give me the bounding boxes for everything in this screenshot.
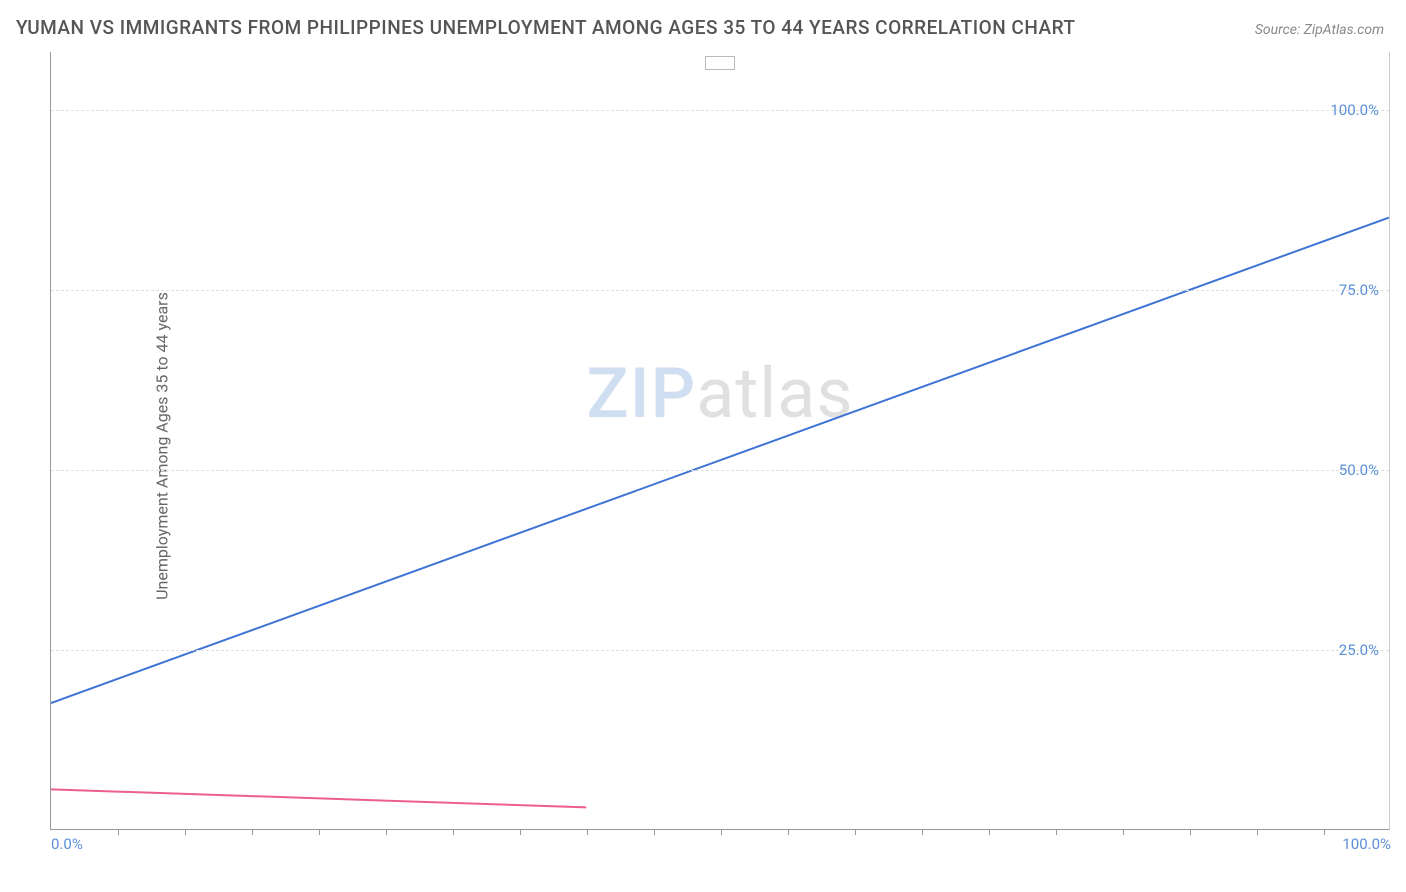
y-tick-label: 25.0%: [1339, 641, 1379, 659]
x-tick: [788, 829, 789, 835]
trend-line: [51, 789, 586, 807]
x-tick: [654, 829, 655, 835]
x-tick: [855, 829, 856, 835]
x-tick: [386, 829, 387, 835]
gridline-h: [51, 290, 1389, 291]
x-tick: [587, 829, 588, 835]
x-tick: [520, 829, 521, 835]
x-tick: [185, 829, 186, 835]
plot-area: ZIPatlas 25.0%50.0%75.0%100.0%0.0%100.0%: [50, 52, 1390, 830]
x-tick: [1190, 829, 1191, 835]
gridline-h: [51, 110, 1389, 111]
chart-title: YUMAN VS IMMIGRANTS FROM PHILIPPINES UNE…: [16, 16, 1075, 39]
x-tick: [319, 829, 320, 835]
x-tick-label: 100.0%: [1342, 835, 1391, 853]
y-tick-label: 100.0%: [1330, 101, 1379, 119]
y-tick-label: 50.0%: [1339, 461, 1379, 479]
gridline-h: [51, 650, 1389, 651]
y-tick-label: 75.0%: [1339, 281, 1379, 299]
x-tick: [1056, 829, 1057, 835]
watermark-atlas: atlas: [696, 353, 853, 435]
x-tick: [453, 829, 454, 835]
gridline-h: [51, 470, 1389, 471]
correlation-legend: [705, 56, 735, 70]
x-tick: [1123, 829, 1124, 835]
trend-lines: [51, 52, 1389, 829]
watermark-zip: ZIP: [587, 353, 697, 435]
x-tick-label: 0.0%: [51, 835, 83, 853]
source-attribution: Source: ZipAtlas.com: [1255, 22, 1384, 38]
x-tick: [252, 829, 253, 835]
x-tick: [989, 829, 990, 835]
x-tick: [922, 829, 923, 835]
x-tick: [1257, 829, 1258, 835]
x-tick: [118, 829, 119, 835]
watermark: ZIPatlas: [587, 353, 854, 435]
x-tick: [1324, 829, 1325, 835]
x-tick: [721, 829, 722, 835]
